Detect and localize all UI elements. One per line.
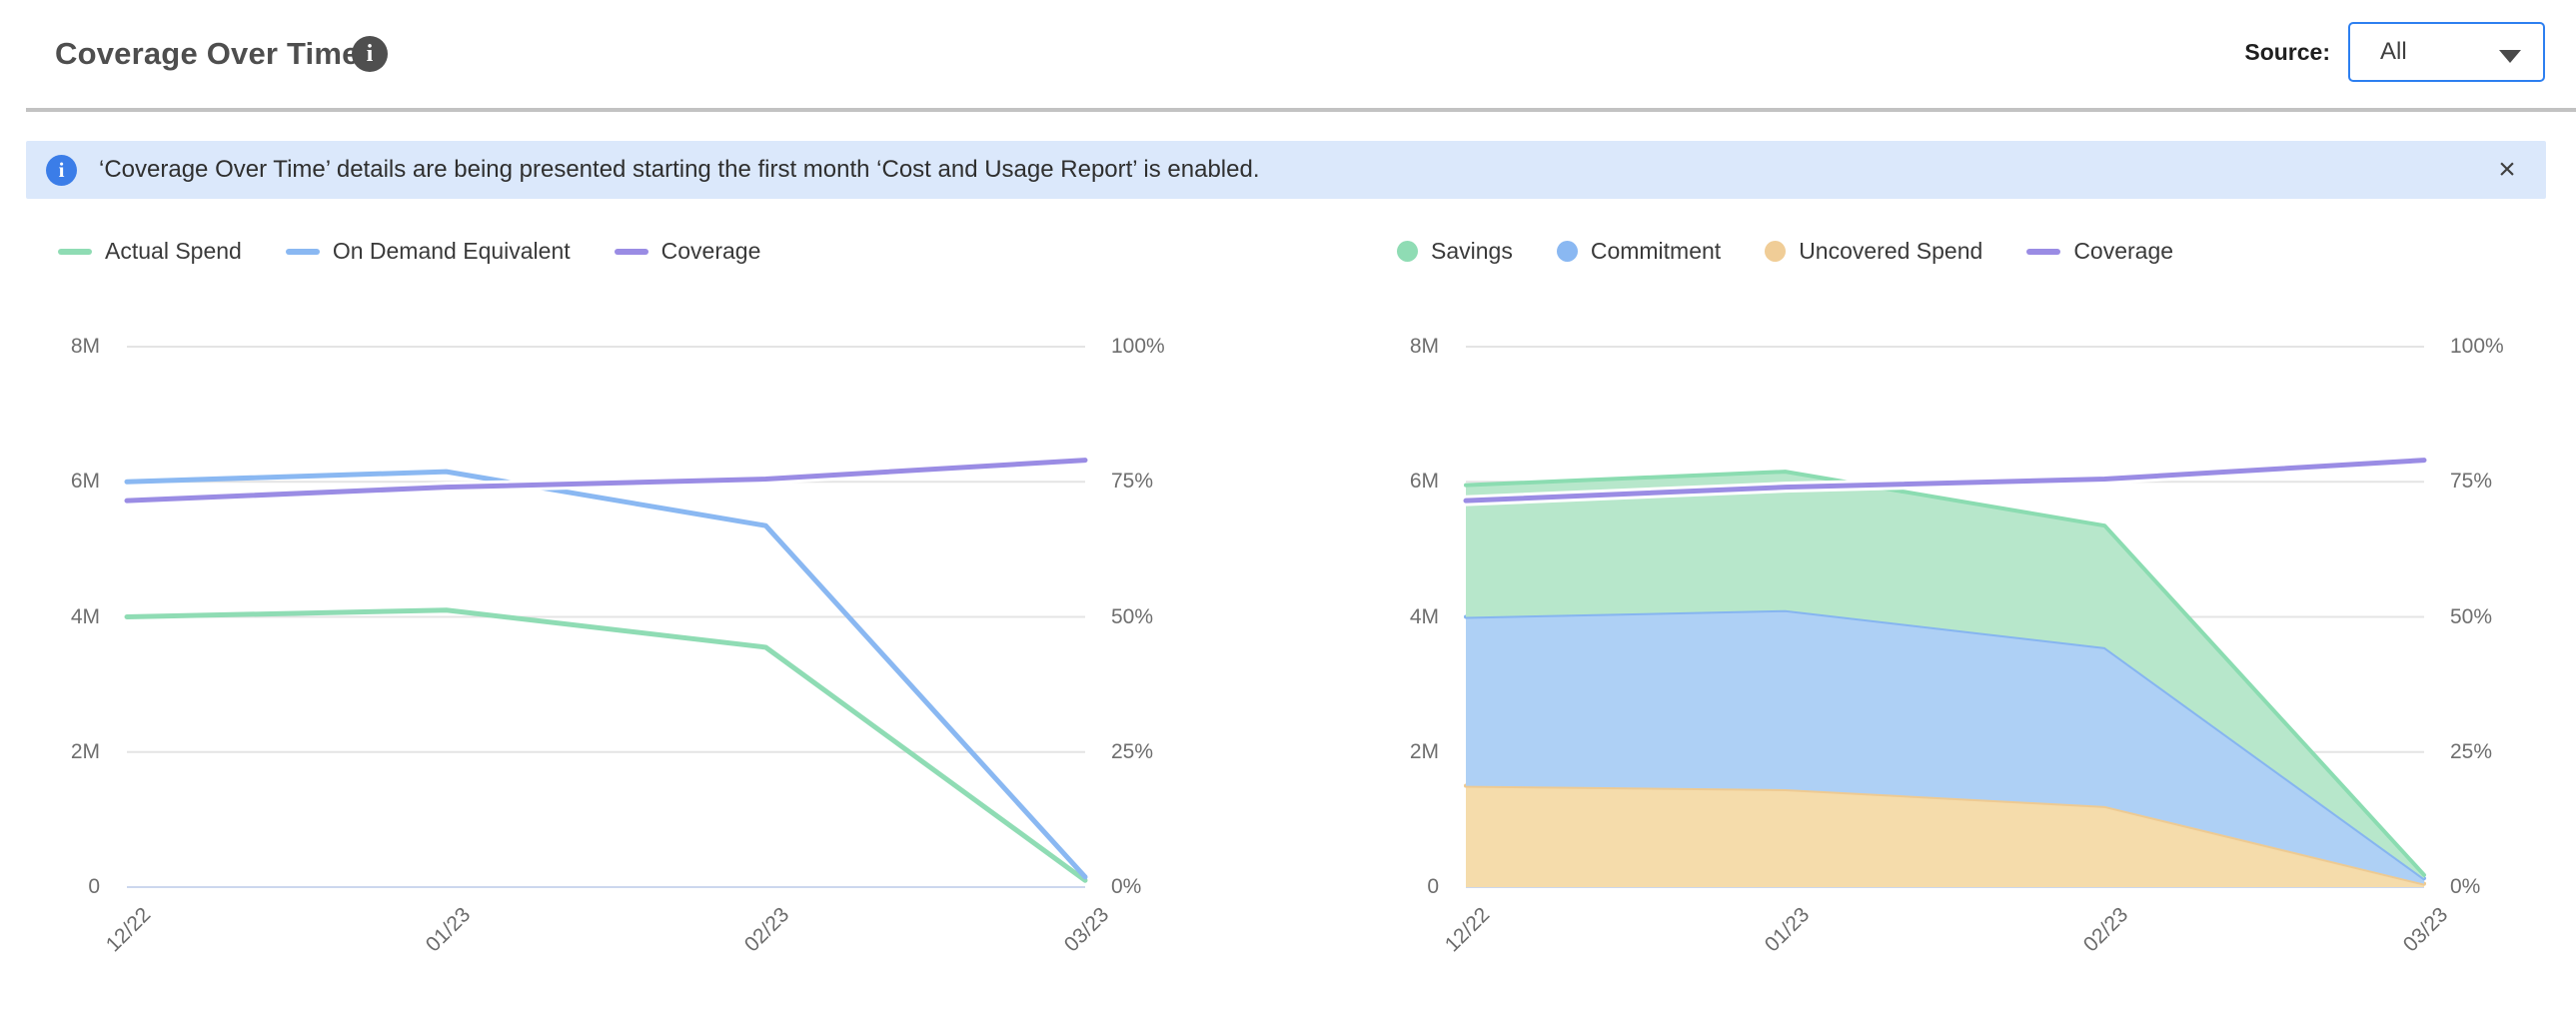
- y-axis-left-tick-label: 6M: [70, 470, 100, 494]
- spend-coverage-line-chart: Actual Spend On Demand Equivalent Coverage…: [30, 230, 1239, 1015]
- source-dropdown-value: All: [2380, 38, 2407, 65]
- area-chart-plot-area: [1460, 346, 2430, 888]
- y-axis-left-tick-label: 8M: [1409, 335, 1439, 358]
- y-axis-left-tick-label: 2M: [70, 739, 100, 763]
- y-axis-right-tick-label: 0%: [2450, 875, 2481, 898]
- dropdown-caret-icon: [2499, 50, 2521, 63]
- series-line-coverage: [1463, 458, 2427, 504]
- savings-breakdown-area-chart: Savings Commitment Uncovered Spend Coverage…: [1369, 230, 2576, 1015]
- legend-label: Commitment: [1590, 238, 1722, 264]
- y-axis-left-tick-label: 0: [88, 875, 100, 898]
- y-axis-left-tick-label: 4M: [70, 604, 100, 628]
- legend-item[interactable]: Coverage: [614, 238, 761, 265]
- info-icon[interactable]: i: [352, 36, 388, 72]
- legend-item[interactable]: Uncovered Spend: [1765, 238, 1982, 265]
- area-chart-legend: Savings Commitment Uncovered Spend Coverage: [1397, 238, 2173, 265]
- area-top-border-savings: [1464, 470, 2426, 877]
- y-axis-left-tick-label: 4M: [1409, 604, 1439, 628]
- y-axis-right-tick-label: 100%: [1111, 335, 1165, 358]
- banner-info-icon: i: [46, 154, 77, 186]
- series-line-on-demand-equivalent: [124, 469, 1088, 880]
- legend-line-marker: [285, 248, 320, 255]
- legend-circle-marker: [1765, 241, 1787, 262]
- y-axis-right-tick-label: 50%: [2450, 604, 2493, 628]
- line-chart-plot-area: [121, 346, 1091, 888]
- legend-line-marker: [2026, 248, 2061, 255]
- legend-line-marker: [58, 248, 92, 255]
- y-axis-left-tick-label: 0: [1427, 875, 1439, 898]
- y-axis-right-tick-label: 0%: [1111, 875, 1142, 898]
- legend-line-marker: [614, 248, 648, 255]
- source-filter: Source: All: [2244, 22, 2545, 82]
- legend-item[interactable]: Savings: [1397, 238, 1513, 265]
- y-axis-right-tick-label: 75%: [1111, 470, 1154, 494]
- legend-label: Coverage: [660, 238, 761, 264]
- close-icon[interactable]: ×: [2498, 153, 2516, 186]
- legend-item[interactable]: On Demand Equivalent: [285, 238, 571, 265]
- legend-label: Coverage: [2073, 238, 2174, 264]
- line-chart-legend: Actual Spend On Demand Equivalent Coverage: [58, 238, 760, 265]
- legend-circle-marker: [1556, 241, 1578, 262]
- legend-item[interactable]: Actual Spend: [58, 238, 242, 265]
- y-axis-right-tick-label: 25%: [1111, 739, 1154, 763]
- area-band-uncovered-spend: [1466, 785, 2424, 887]
- y-axis-left-tick-label: 6M: [1409, 470, 1439, 494]
- banner-text: ‘Coverage Over Time’ details are being p…: [99, 156, 1260, 183]
- y-axis-right-tick-label: 100%: [2450, 335, 2504, 358]
- y-axis-right-tick-label: 75%: [2450, 470, 2493, 494]
- header-divider: [26, 108, 2576, 112]
- y-axis-left-tick-label: 8M: [70, 335, 100, 358]
- area-band-commitment: [1466, 609, 2424, 884]
- series-line-coverage: [124, 458, 1088, 504]
- info-banner: i ‘Coverage Over Time’ details are being…: [26, 141, 2546, 199]
- legend-label: Uncovered Spend: [1799, 238, 1983, 264]
- legend-label: On Demand Equivalent: [332, 238, 571, 264]
- page-title: Coverage Over Time: [55, 36, 360, 71]
- area-band-savings: [1466, 472, 2424, 879]
- legend-item[interactable]: Commitment: [1556, 238, 1722, 265]
- legend-item[interactable]: Coverage: [2026, 238, 2173, 265]
- legend-label: Savings: [1431, 238, 1513, 264]
- source-dropdown[interactable]: All: [2348, 22, 2545, 82]
- y-axis-right-tick-label: 25%: [2450, 739, 2493, 763]
- source-label: Source:: [2244, 38, 2330, 65]
- y-axis-right-tick-label: 50%: [1111, 604, 1154, 628]
- legend-circle-marker: [1397, 241, 1418, 262]
- legend-label: Actual Spend: [105, 238, 242, 264]
- y-axis-left-tick-label: 2M: [1409, 739, 1439, 763]
- series-line-actual-spend: [124, 607, 1088, 883]
